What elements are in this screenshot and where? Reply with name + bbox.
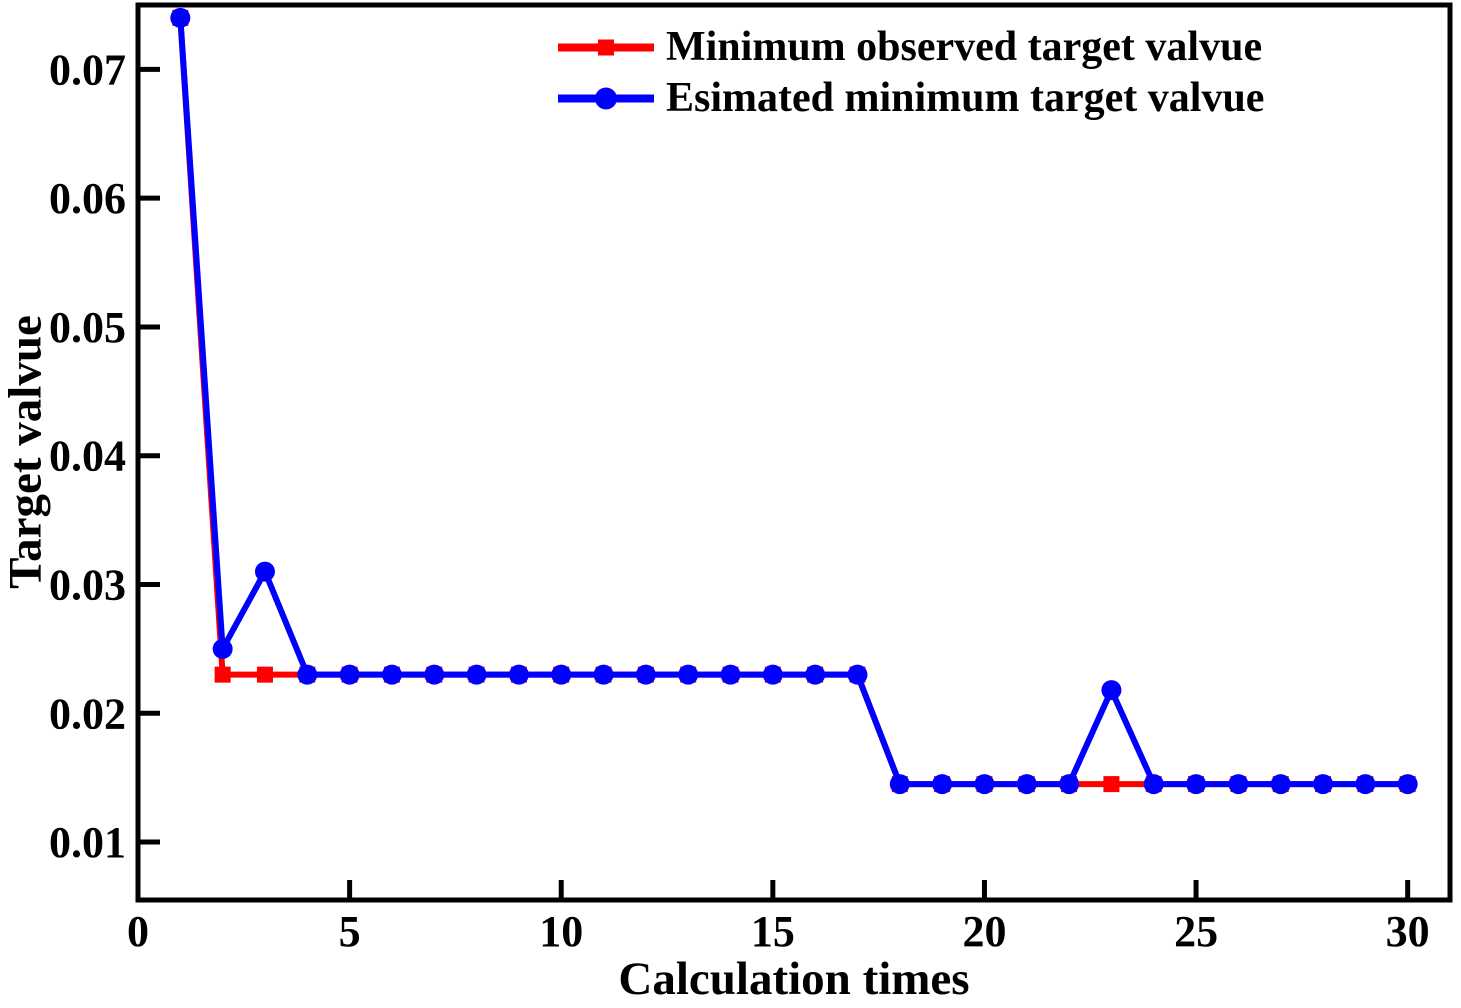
data-point-estimated-minimum: [593, 664, 614, 685]
x-axis-tick-label: 15: [751, 907, 795, 956]
data-point-estimated-minimum: [508, 664, 529, 685]
y-axis-tick-label: 0.07: [49, 45, 126, 94]
data-point-estimated-minimum: [762, 664, 783, 685]
data-point-estimated-minimum: [678, 664, 699, 685]
circle-marker-icon: [595, 87, 617, 110]
legend: Minimum observed target valvue Esimated …: [556, 22, 1264, 124]
data-point-estimated-minimum: [551, 664, 572, 685]
data-point-estimated-minimum: [466, 664, 487, 685]
x-axis-title: Calculation times: [618, 953, 970, 1005]
data-point-minimum-observed: [256, 666, 273, 683]
data-point-estimated-minimum: [1059, 774, 1080, 795]
data-point-estimated-minimum: [339, 664, 360, 685]
data-point-estimated-minimum: [1016, 774, 1037, 795]
legend-swatch-estimated-minimum: [558, 87, 654, 110]
data-point-estimated-minimum: [805, 664, 826, 685]
data-point-estimated-minimum: [1397, 774, 1418, 795]
y-axis-tick-label: 0.01: [49, 818, 126, 867]
y-axis-tick-label: 0.05: [49, 303, 126, 352]
square-marker-icon: [598, 39, 614, 56]
data-point-estimated-minimum: [424, 664, 445, 685]
y-axis-tick-label: 0.02: [49, 689, 126, 738]
x-axis-tick-label: 25: [1174, 907, 1218, 956]
legend-item-estimated-minimum: Esimated minimum target valvue: [556, 73, 1264, 124]
legend-item-minimum-observed: Minimum observed target valvue: [556, 22, 1264, 73]
x-axis-tick-label: 0: [127, 907, 149, 956]
data-point-estimated-minimum: [1186, 774, 1207, 795]
data-point-estimated-minimum: [720, 664, 741, 685]
data-point-estimated-minimum: [170, 7, 191, 28]
y-axis-title: Target valvue: [0, 315, 52, 589]
data-point-estimated-minimum: [1228, 774, 1249, 795]
legend-label-estimated-minimum: Esimated minimum target valvue: [666, 75, 1265, 121]
data-point-estimated-minimum: [1313, 774, 1334, 795]
data-point-estimated-minimum: [297, 664, 318, 685]
y-axis-tick-label: 0.04: [49, 432, 126, 481]
data-point-estimated-minimum: [889, 774, 910, 795]
data-point-minimum-observed: [214, 666, 231, 683]
data-point-estimated-minimum: [1101, 680, 1122, 701]
data-point-estimated-minimum: [974, 774, 995, 795]
plot-frame: [135, 2, 1453, 903]
data-point-estimated-minimum: [254, 561, 275, 582]
data-point-minimum-observed: [1103, 776, 1120, 793]
x-axis-tick-label: 5: [339, 907, 361, 956]
data-point-estimated-minimum: [1355, 774, 1376, 795]
data-point-estimated-minimum: [1143, 774, 1164, 795]
legend-swatch-minimum-observed: [558, 39, 654, 56]
series-line-minimum-observed: [177, 17, 1408, 788]
y-axis-tick-label: 0.03: [49, 560, 126, 609]
x-axis-tick-label: 10: [539, 907, 583, 956]
x-axis-tick-label: 20: [962, 907, 1006, 956]
data-point-estimated-minimum: [847, 664, 868, 685]
series-line-estimated-minimum: [177, 17, 1408, 788]
y-axis-tick-label: 0.06: [49, 174, 126, 223]
legend-label-minimum-observed: Minimum observed target valvue: [666, 24, 1263, 70]
data-point-estimated-minimum: [212, 638, 233, 659]
data-point-estimated-minimum: [932, 774, 953, 795]
x-axis-tick-label: 30: [1386, 907, 1430, 956]
data-point-estimated-minimum: [635, 664, 656, 685]
data-point-estimated-minimum: [381, 664, 402, 685]
data-point-estimated-minimum: [1270, 774, 1291, 795]
